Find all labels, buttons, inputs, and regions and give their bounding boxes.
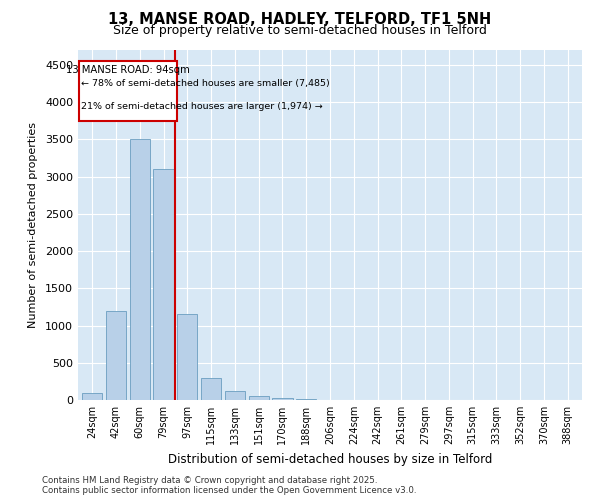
Bar [225,391,245,400]
Bar [82,392,103,400]
Bar [106,310,126,400]
Bar [177,314,197,400]
Text: ← 78% of semi-detached houses are smaller (7,485): ← 78% of semi-detached houses are smalle… [81,79,330,88]
FancyBboxPatch shape [79,61,176,120]
Text: Size of property relative to semi-detached houses in Telford: Size of property relative to semi-detach… [113,24,487,37]
Bar [130,140,150,400]
Y-axis label: Number of semi-detached properties: Number of semi-detached properties [28,122,38,328]
Bar [201,378,221,400]
Bar [154,169,173,400]
Bar [248,396,269,400]
Text: Contains HM Land Registry data © Crown copyright and database right 2025.: Contains HM Land Registry data © Crown c… [42,476,377,485]
Bar [272,398,293,400]
Text: 21% of semi-detached houses are larger (1,974) →: 21% of semi-detached houses are larger (… [81,102,323,111]
Text: Contains public sector information licensed under the Open Government Licence v3: Contains public sector information licen… [42,486,416,495]
X-axis label: Distribution of semi-detached houses by size in Telford: Distribution of semi-detached houses by … [168,452,492,466]
Text: 13 MANSE ROAD: 94sqm: 13 MANSE ROAD: 94sqm [66,65,190,75]
Text: 13, MANSE ROAD, HADLEY, TELFORD, TF1 5NH: 13, MANSE ROAD, HADLEY, TELFORD, TF1 5NH [109,12,491,28]
